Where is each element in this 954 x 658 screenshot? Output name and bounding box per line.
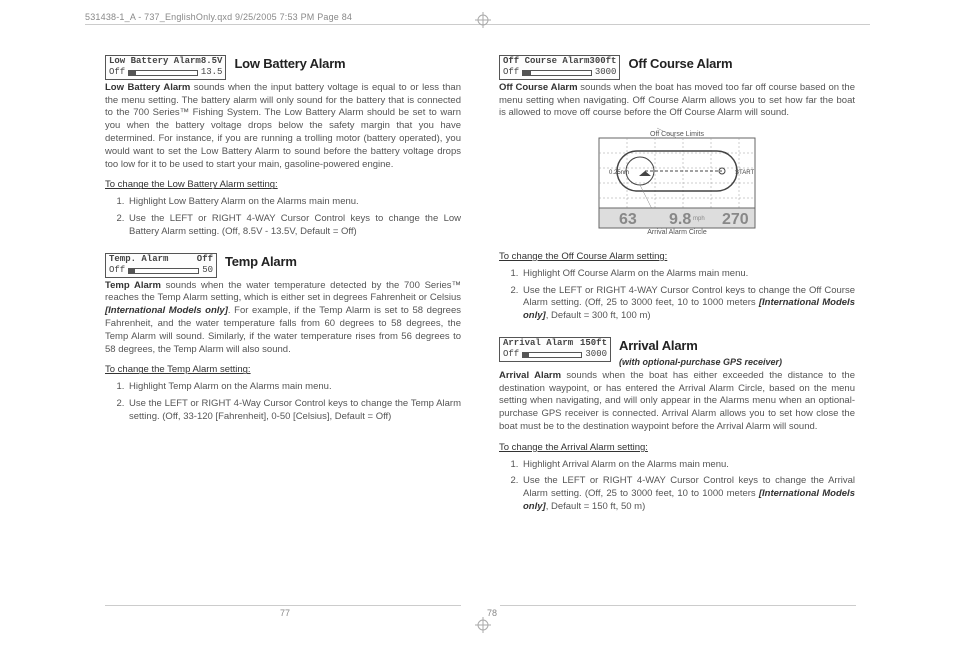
lcd-bar <box>128 70 198 76</box>
off-course-title: Off Course Alarm <box>628 55 732 73</box>
off-course-head: Off Course Alarm 300ft Off 3000 Off Cour… <box>499 55 855 80</box>
lcd-label: Off Course Alarm <box>503 57 589 67</box>
list-item: Use the LEFT or RIGHT 4-WAY Cursor Contr… <box>521 475 855 513</box>
intro-bold: Arrival Alarm <box>499 370 561 381</box>
svg-text:0.25nm: 0.25nm <box>609 170 629 176</box>
header-text: 531438-1_A - 737_EnglishOnly.qxd 9/25/20… <box>85 12 352 22</box>
lcd-bar <box>522 70 592 76</box>
foot-rule-left <box>105 605 461 606</box>
right-column: Off Course Alarm 300ft Off 3000 Off Cour… <box>499 55 855 528</box>
svg-text:63: 63 <box>619 211 637 228</box>
temp-section: Temp. Alarm Off Off 50 Temp Alarm Temp A… <box>105 253 461 424</box>
lcd-bar <box>522 352 582 358</box>
temp-change-head: To change the Temp Alarm setting: <box>105 364 461 377</box>
arrival-subtitle: (with optional-purchase GPS receiver) <box>619 356 782 368</box>
svg-text:270: 270 <box>722 211 749 228</box>
low-battery-title: Low Battery Alarm <box>234 55 345 73</box>
crop-mark-top <box>475 12 491 28</box>
lcd-right: 50 <box>202 266 213 276</box>
foot-rule-right <box>500 605 856 606</box>
page-num-left: 77 <box>280 608 290 618</box>
svg-text:Arrival Alarm Circle: Arrival Alarm Circle <box>647 229 707 236</box>
temp-steps: Highlight Temp Alarm on the Alarms main … <box>105 381 461 423</box>
arrival-body: Arrival Alarm sounds when the boat has e… <box>499 370 855 434</box>
lcd-value: 8.5V <box>201 57 223 67</box>
lcd-right: 13.5 <box>201 68 223 78</box>
lcd-value: 150ft <box>580 339 607 349</box>
header-meta: 531438-1_A - 737_EnglishOnly.qxd 9/25/20… <box>85 12 352 22</box>
low-battery-change-head: To change the Low Battery Alarm setting: <box>105 179 461 192</box>
list-item: Highlight Temp Alarm on the Alarms main … <box>127 381 461 394</box>
list-item: Highlight Low Battery Alarm on the Alarm… <box>127 196 461 209</box>
arrival-head: Arrival Alarm 150ft Off 3000 Arrival Ala… <box>499 337 855 368</box>
content: Low Battery Alarm 8.5V Off 13.5 Low Batt… <box>105 55 855 528</box>
intro-bold: Low Battery Alarm <box>105 82 190 93</box>
lcd-label: Low Battery Alarm <box>109 57 201 67</box>
arrival-title: Arrival Alarm <box>619 337 782 355</box>
diag-top-label: Off Course Limits <box>650 131 704 138</box>
lcd-left: Off <box>503 350 519 360</box>
list-item: Highlight Off Course Alarm on the Alarms… <box>521 268 855 281</box>
low-battery-body: Low Battery Alarm sounds when the input … <box>105 82 461 172</box>
svg-text:START: START <box>735 170 754 176</box>
temp-head: Temp. Alarm Off Off 50 Temp Alarm <box>105 253 461 278</box>
arrival-section: Arrival Alarm 150ft Off 3000 Arrival Ala… <box>499 337 855 514</box>
lcd-right: 3000 <box>595 68 617 78</box>
list-item: Highlight Arrival Alarm on the Alarms ma… <box>521 459 855 472</box>
lcd-left: Off <box>109 68 125 78</box>
arrival-lcd: Arrival Alarm 150ft Off 3000 <box>499 337 611 362</box>
lcd-label: Arrival Alarm <box>503 339 573 349</box>
off-course-change-head: To change the Off Course Alarm setting: <box>499 251 855 264</box>
list-item: Use the LEFT or RIGHT 4-WAY Cursor Contr… <box>127 213 461 239</box>
svg-text:mph: mph <box>693 216 705 222</box>
lcd-bar <box>128 268 199 274</box>
off-course-steps: Highlight Off Course Alarm on the Alarms… <box>499 268 855 323</box>
arrival-change-head: To change the Arrival Alarm setting: <box>499 442 855 455</box>
lcd-left: Off <box>503 68 519 78</box>
svg-text:9.8: 9.8 <box>669 211 691 228</box>
temp-title: Temp Alarm <box>225 253 297 271</box>
arrival-steps: Highlight Arrival Alarm on the Alarms ma… <box>499 459 855 514</box>
temp-body: Temp Alarm sounds when the water tempera… <box>105 280 461 357</box>
temp-lcd: Temp. Alarm Off Off 50 <box>105 253 217 278</box>
lcd-right: 3000 <box>585 350 607 360</box>
body-span: sounds when the input battery voltage is… <box>105 82 461 170</box>
intro-bold: Off Course Alarm <box>499 82 578 93</box>
crop-mark-bottom <box>475 617 491 638</box>
intro-bold: Temp Alarm <box>105 280 161 291</box>
off-course-body: Off Course Alarm sounds when the boat ha… <box>499 82 855 120</box>
lcd-left: Off <box>109 266 125 276</box>
left-column: Low Battery Alarm 8.5V Off 13.5 Low Batt… <box>105 55 461 528</box>
low-battery-head: Low Battery Alarm 8.5V Off 13.5 Low Batt… <box>105 55 461 80</box>
low-battery-lcd: Low Battery Alarm 8.5V Off 13.5 <box>105 55 226 80</box>
lcd-value: 300ft <box>589 57 616 67</box>
off-course-lcd: Off Course Alarm 300ft Off 3000 <box>499 55 620 80</box>
lcd-value: Off <box>197 255 213 265</box>
off-course-diagram: Off Course Limits <box>587 126 767 241</box>
lcd-label: Temp. Alarm <box>109 255 168 265</box>
low-battery-section: Low Battery Alarm 8.5V Off 13.5 Low Batt… <box>105 55 461 239</box>
low-battery-steps: Highlight Low Battery Alarm on the Alarm… <box>105 196 461 238</box>
off-course-section: Off Course Alarm 300ft Off 3000 Off Cour… <box>499 55 855 323</box>
list-item: Use the LEFT or RIGHT 4-Way Cursor Contr… <box>127 398 461 424</box>
list-item: Use the LEFT or RIGHT 4-WAY Cursor Contr… <box>521 285 855 323</box>
body-em: [International Models only] <box>105 305 228 316</box>
